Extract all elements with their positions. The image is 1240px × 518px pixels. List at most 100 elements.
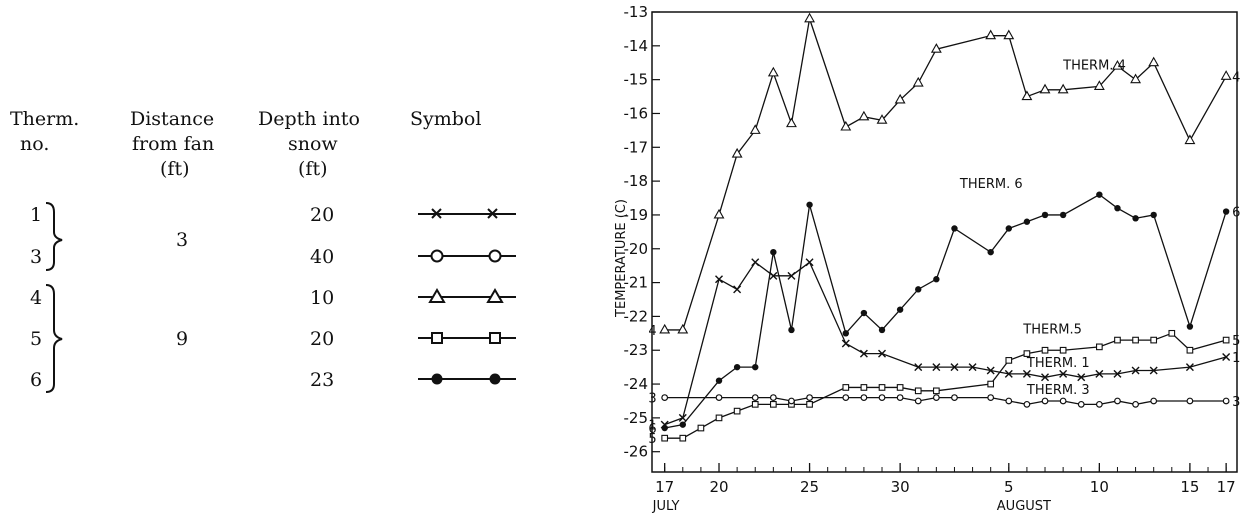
- data-point: [1077, 373, 1086, 382]
- data-point: [1041, 397, 1049, 405]
- data-point: [1132, 215, 1139, 222]
- distance-value-9ft: 9: [176, 328, 188, 350]
- data-point: [914, 387, 922, 395]
- data-point: [661, 394, 669, 401]
- data-point: [697, 424, 705, 432]
- depth-value-therm-6: 23: [310, 369, 334, 391]
- data-point: [985, 29, 997, 40]
- data-point: [1150, 211, 1157, 219]
- series-end-label: 6: [1232, 206, 1240, 221]
- data-point: [715, 394, 723, 401]
- temperature-line-chart: -13 -14 -15 -16 -17 -18 -19 -20 -21 -22 -23 -24 -25 -…: [614, 3, 1240, 514]
- data-point: [896, 384, 904, 391]
- data-point: [950, 363, 959, 372]
- data-point: [1186, 323, 1194, 330]
- symbol-sample-therm-4: [418, 288, 516, 303]
- header-depth-line3: (ft): [298, 158, 328, 180]
- data-point: [987, 248, 994, 256]
- data-point: [751, 258, 760, 267]
- symbol-sample-therm-3: [418, 249, 516, 263]
- data-point: [987, 380, 995, 388]
- series-line: [664, 261, 1227, 426]
- data-point: [1186, 397, 1194, 405]
- x-tick-label: 30: [891, 478, 910, 496]
- data-point: [860, 384, 868, 391]
- symbol-sample-therm-1: [418, 208, 516, 219]
- data-point: [1222, 336, 1230, 344]
- data-point: [679, 421, 686, 428]
- data-point: [1041, 346, 1049, 354]
- x-month-label: JULY: [652, 499, 680, 514]
- data-point: [951, 394, 958, 401]
- header-depth-line1: Depth into: [258, 108, 360, 130]
- data-point: [1096, 343, 1103, 351]
- data-point: [659, 323, 671, 334]
- y-axis-label: TEMPERATURE (C): [614, 199, 629, 318]
- data-point: [896, 306, 904, 313]
- data-point: [678, 413, 687, 422]
- y-tick-label: -17: [624, 138, 649, 156]
- brace-group-3ft: [45, 202, 63, 271]
- brace-group-9ft: [45, 284, 63, 393]
- data-point: [767, 66, 779, 77]
- data-point: [1130, 73, 1142, 84]
- data-point: [804, 12, 816, 23]
- data-point: [1022, 369, 1031, 378]
- data-point: [842, 384, 850, 391]
- x-tick-label: 17: [1217, 478, 1236, 496]
- data-point: [876, 114, 888, 124]
- data-point: [1023, 218, 1031, 225]
- y-tick-label: -26: [624, 443, 649, 461]
- data-point: [661, 424, 668, 432]
- data-point: [1095, 400, 1103, 408]
- data-point: [749, 124, 761, 134]
- data-point: [968, 363, 977, 372]
- data-point: [1132, 400, 1139, 408]
- data-point: [1039, 83, 1051, 94]
- series-annotation: THERM.5: [1022, 322, 1082, 337]
- data-point: [878, 394, 886, 401]
- data-point: [752, 363, 759, 371]
- data-point: [769, 271, 778, 280]
- data-point: [806, 401, 813, 408]
- series-annotation: THERM. 6: [959, 177, 1023, 192]
- series-start-label: 4: [648, 324, 656, 339]
- data-point: [842, 330, 849, 337]
- data-point: [1023, 350, 1031, 357]
- data-point: [1005, 397, 1013, 405]
- data-point: [1095, 369, 1104, 378]
- symbol-sample-therm-5: [418, 332, 516, 344]
- data-point: [1222, 353, 1231, 361]
- data-point: [1077, 400, 1085, 408]
- data-point: [915, 286, 922, 293]
- x-axis: 17 20 25 30 5 10 15 17 JULY AUGUST: [652, 463, 1236, 514]
- data-point: [806, 201, 813, 208]
- data-point: [677, 323, 689, 334]
- series-annotation: THERM. 1: [1026, 356, 1090, 371]
- y-tick-label: -19: [624, 206, 649, 224]
- annotation-layer: THERM. 4 THERM. 6 THERM.5 THERM. 1 THERM. 3: [959, 59, 1126, 399]
- data-point: [1148, 56, 1160, 67]
- data-point: [786, 117, 797, 128]
- x-tick-label: 17: [655, 478, 674, 496]
- data-point: [914, 363, 923, 372]
- data-point: [878, 349, 887, 358]
- data-point: [788, 397, 795, 405]
- data-point: [733, 407, 741, 415]
- data-point: [932, 363, 941, 372]
- data-point: [751, 394, 759, 401]
- data-point: [1112, 59, 1123, 70]
- data-point: [1059, 346, 1067, 354]
- data-point: [1114, 204, 1121, 212]
- therm-number-6: 6: [30, 369, 42, 391]
- data-point: [1059, 397, 1067, 405]
- series-line: [664, 18, 1227, 331]
- series-therm-5: 55: [648, 329, 1240, 447]
- data-point: [1149, 366, 1158, 375]
- series-start-label: 6: [648, 422, 656, 437]
- series-therm-6: 66: [648, 191, 1240, 437]
- data-point: [841, 339, 850, 348]
- data-point: [860, 394, 868, 401]
- data-point: [859, 349, 868, 358]
